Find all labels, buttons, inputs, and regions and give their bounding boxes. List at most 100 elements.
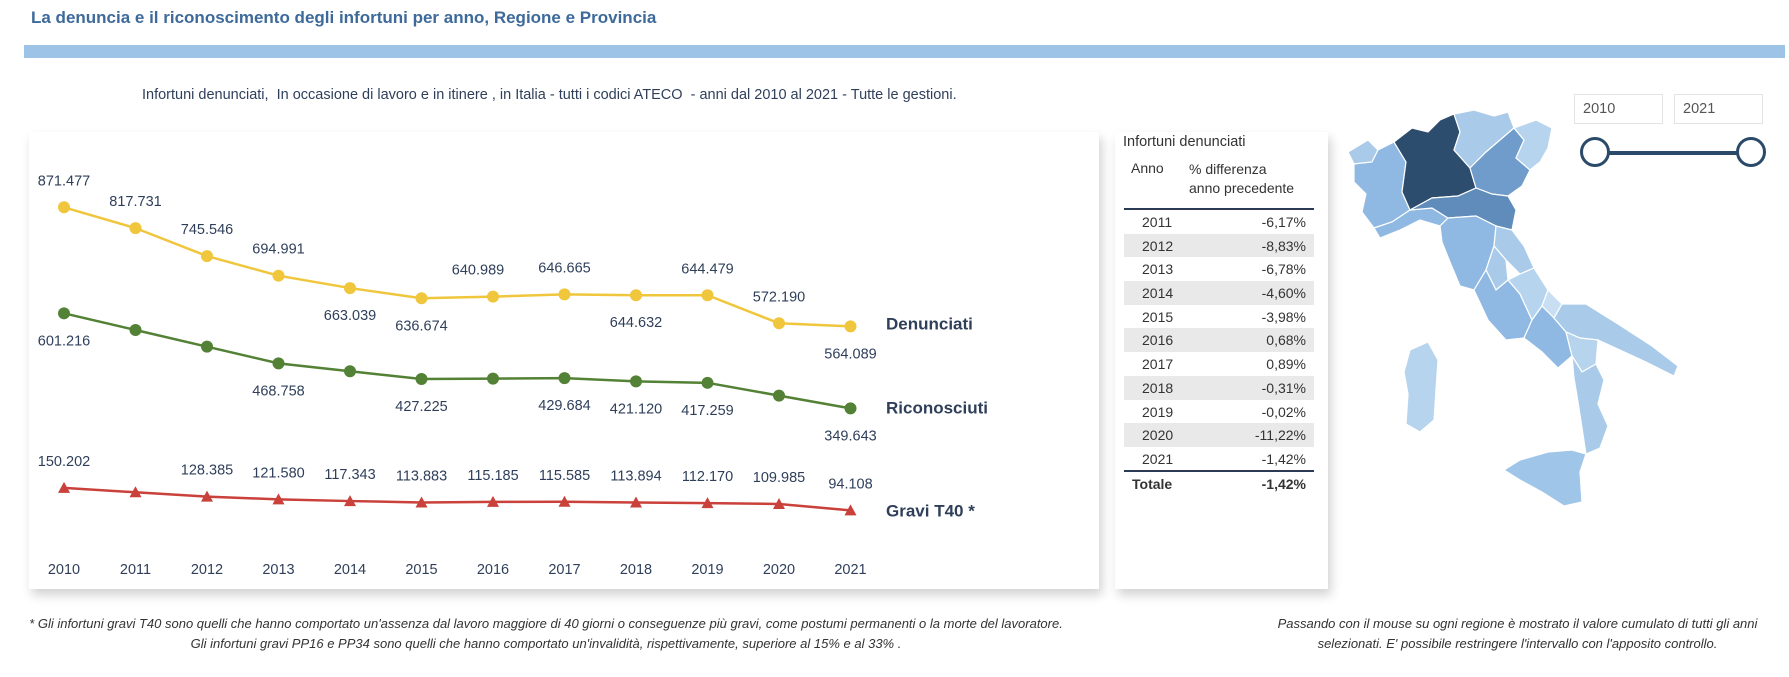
data-point[interactable] bbox=[201, 250, 213, 263]
data-point[interactable] bbox=[487, 290, 499, 303]
series-name-label: Denunciati bbox=[886, 314, 973, 333]
data-point[interactable] bbox=[415, 496, 428, 508]
x-tick-label: 2017 bbox=[548, 562, 580, 578]
data-point[interactable] bbox=[58, 481, 70, 493]
table-title: Infortuni denunciati bbox=[1123, 134, 1246, 150]
to-year-input[interactable]: 2021 bbox=[1674, 94, 1763, 124]
data-point[interactable] bbox=[58, 201, 70, 214]
data-point[interactable] bbox=[773, 389, 785, 402]
table-row-year: 2016 bbox=[1142, 332, 1174, 349]
data-label: 601.216 bbox=[38, 333, 90, 349]
data-point[interactable] bbox=[487, 372, 499, 385]
series-line-0[interactable] bbox=[63, 206, 851, 328]
header-divider bbox=[1124, 208, 1314, 210]
data-label: 349.643 bbox=[824, 428, 876, 444]
map-region-sicilia[interactable] bbox=[1502, 449, 1587, 507]
chart-subtitle: Infortuni denunciati, In occasione di la… bbox=[142, 87, 957, 103]
data-point[interactable] bbox=[201, 340, 213, 353]
data-label: 572.190 bbox=[753, 289, 805, 305]
data-point[interactable] bbox=[701, 497, 714, 509]
data-point[interactable] bbox=[701, 289, 714, 302]
table-row-pct: 0,89% bbox=[1266, 356, 1306, 373]
table-header-pct[interactable]: % differenza anno precedente bbox=[1189, 160, 1294, 198]
map-region-friuli-venezia-giulia[interactable] bbox=[1512, 119, 1553, 171]
data-label: 646.665 bbox=[538, 260, 590, 276]
map-region-calabria[interactable] bbox=[1571, 355, 1609, 455]
data-point[interactable] bbox=[129, 323, 142, 336]
page-title: La denuncia e il riconoscimento degli in… bbox=[31, 8, 657, 27]
table-row: 2014 -4,60% bbox=[1124, 281, 1314, 305]
data-label: 109.985 bbox=[753, 470, 805, 486]
data-point[interactable] bbox=[558, 372, 571, 385]
table-row-pct: -6,78% bbox=[1261, 261, 1306, 278]
data-label: 94.108 bbox=[828, 476, 872, 492]
table-row-pct: 0,68% bbox=[1266, 332, 1306, 349]
data-label: 644.479 bbox=[681, 261, 733, 277]
data-point[interactable] bbox=[630, 496, 642, 508]
table-row-year: 2012 bbox=[1142, 237, 1174, 254]
data-point[interactable] bbox=[58, 307, 70, 320]
series-line-2[interactable] bbox=[63, 486, 851, 512]
x-tick-label: 2021 bbox=[834, 562, 866, 578]
data-point[interactable] bbox=[773, 317, 785, 330]
table-row: 2021 -1,42% bbox=[1124, 447, 1314, 471]
table-row: 2016 0,68% bbox=[1124, 328, 1314, 353]
data-point[interactable] bbox=[272, 357, 285, 370]
data-label: 468.758 bbox=[252, 383, 304, 399]
data-point[interactable] bbox=[844, 320, 857, 333]
line-chart[interactable]: 871.477 817.731 745.546 694.991 663.039 636.6… bbox=[29, 132, 1099, 589]
data-point[interactable] bbox=[129, 222, 142, 235]
table-row: 2019 -0,02% bbox=[1124, 400, 1314, 424]
series-line-1[interactable] bbox=[63, 312, 851, 410]
table-row-year: 2015 bbox=[1142, 308, 1174, 325]
data-point[interactable] bbox=[701, 376, 714, 389]
data-label: 117.343 bbox=[324, 467, 375, 483]
data-point[interactable] bbox=[201, 490, 213, 502]
x-tick-label: 2011 bbox=[120, 562, 151, 578]
data-point[interactable] bbox=[415, 292, 428, 305]
data-point[interactable] bbox=[344, 282, 356, 295]
data-point[interactable] bbox=[844, 504, 857, 516]
data-point[interactable] bbox=[773, 498, 785, 510]
data-point[interactable] bbox=[844, 402, 857, 415]
table-header-year[interactable]: Anno bbox=[1131, 160, 1164, 176]
table-row: 2013 -6,78% bbox=[1124, 257, 1314, 281]
table-row-year: 2018 bbox=[1142, 379, 1174, 396]
from-year-input[interactable]: 2010 bbox=[1574, 94, 1663, 124]
table-row: 2011 -6,17% bbox=[1124, 210, 1314, 234]
data-point[interactable] bbox=[272, 493, 285, 505]
year-range-slider-track[interactable] bbox=[1596, 151, 1750, 155]
data-label: 115.185 bbox=[467, 468, 518, 484]
data-point[interactable] bbox=[415, 373, 428, 386]
data-point[interactable] bbox=[558, 288, 571, 301]
data-point[interactable] bbox=[272, 269, 285, 282]
data-point[interactable] bbox=[487, 495, 499, 507]
table-row-pct: -0,02% bbox=[1261, 403, 1306, 420]
title-divider-bar bbox=[24, 45, 1785, 58]
table-row-year: 2021 bbox=[1142, 450, 1174, 467]
x-tick-label: 2019 bbox=[691, 562, 723, 578]
data-label: 128.385 bbox=[181, 463, 233, 479]
data-point[interactable] bbox=[344, 495, 356, 507]
table-row-pct: -3,98% bbox=[1261, 308, 1306, 325]
series-name-label: Riconosciuti bbox=[886, 398, 988, 417]
data-point[interactable] bbox=[630, 375, 642, 388]
x-tick-label: 2020 bbox=[763, 562, 795, 578]
data-point[interactable] bbox=[129, 486, 142, 498]
table-row: 2018 -0,31% bbox=[1124, 375, 1314, 400]
line-chart-card[interactable]: 871.477 817.731 745.546 694.991 663.039 636.6… bbox=[29, 132, 1099, 589]
data-point[interactable] bbox=[344, 365, 356, 378]
map-region-sardegna[interactable] bbox=[1403, 341, 1439, 433]
italy-region-map[interactable] bbox=[1336, 110, 1736, 550]
year-range-start-handle[interactable] bbox=[1580, 137, 1610, 167]
table-row-pct: -4,60% bbox=[1261, 285, 1306, 302]
data-point[interactable] bbox=[630, 289, 642, 302]
data-label: 640.989 bbox=[452, 263, 504, 279]
data-label: 115.585 bbox=[539, 468, 590, 484]
data-label: 817.731 bbox=[109, 194, 161, 210]
table-row: 2017 0,89% bbox=[1124, 352, 1314, 376]
table-total-row: Totale -1,42% bbox=[1124, 472, 1314, 496]
data-point[interactable] bbox=[558, 495, 571, 507]
data-label: 564.089 bbox=[824, 346, 876, 362]
year-range-end-handle[interactable] bbox=[1736, 137, 1766, 167]
